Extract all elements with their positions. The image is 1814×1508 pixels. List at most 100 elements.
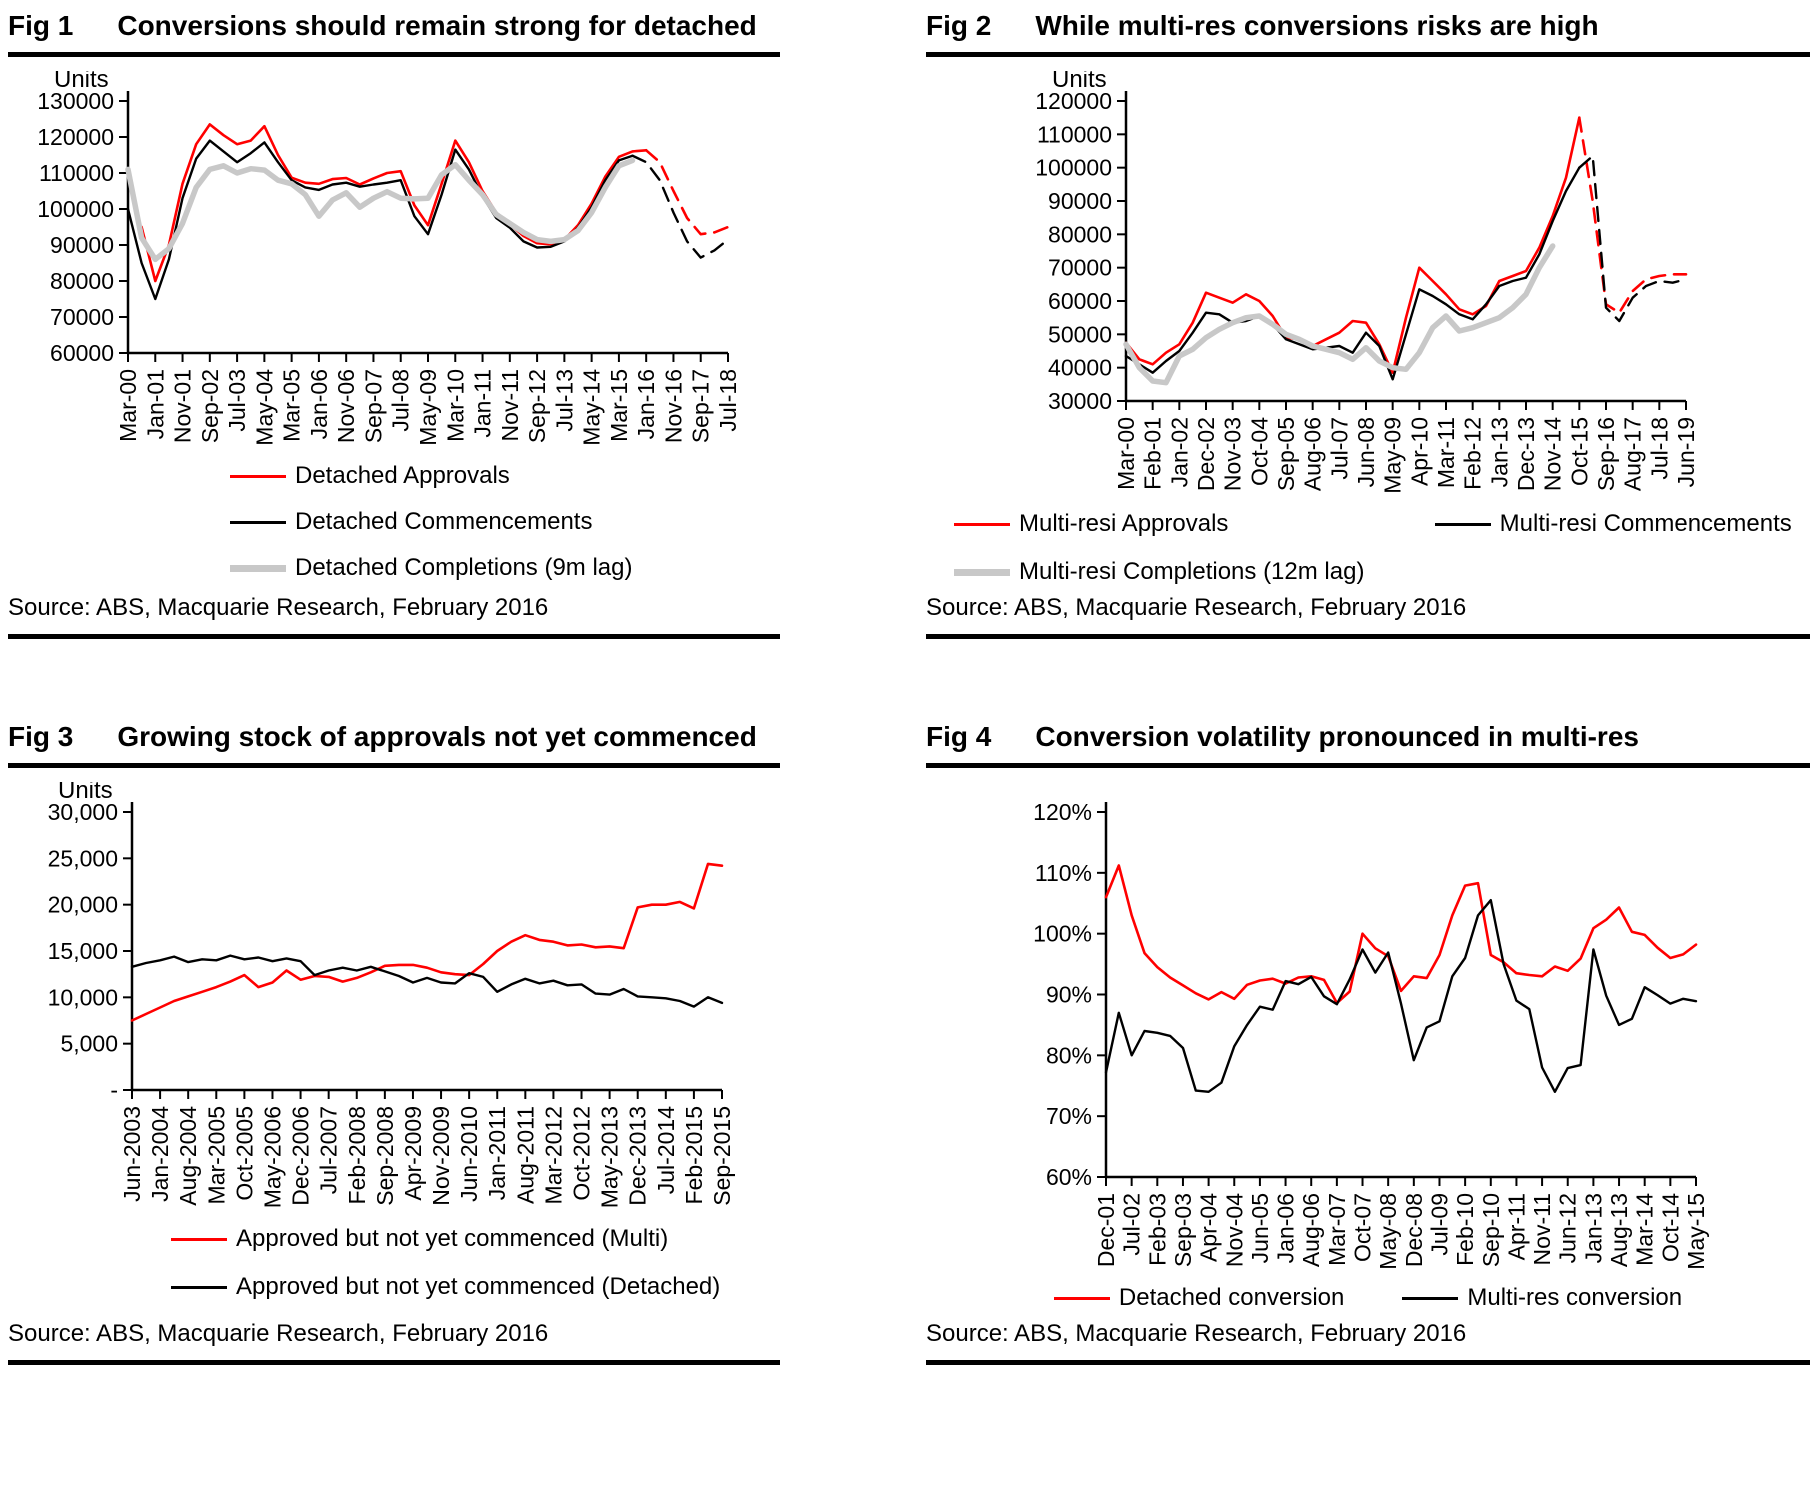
legend-line-sample <box>1402 1296 1459 1300</box>
series-Multi-resi Commencements <box>1124 166 1581 381</box>
x-tick-label: Mar-14 <box>1632 1193 1658 1266</box>
y-tick-label: 120000 <box>1035 88 1112 114</box>
x-tick-label: Nov-11 <box>497 369 523 441</box>
fig2-line-chart: Units 120000 110000 100000 90000 80000 70000 60… <box>926 66 1810 506</box>
legend-item: Multi-resi Commencements <box>1434 510 1810 538</box>
series-Detached Approvals-forecast <box>644 149 730 236</box>
x-tick-label: Aug-06 <box>1298 1193 1324 1267</box>
y-tick-label: 100000 <box>37 196 114 222</box>
x-tick-label: Jan-02 <box>1166 417 1192 487</box>
x-tick-label: Jan-16 <box>633 369 659 439</box>
fig3-title: Growing stock of approvals not yet comme… <box>117 721 757 752</box>
y-axis-title: Units <box>1052 71 1107 93</box>
y-axis-title: Units <box>58 782 113 804</box>
y-tick-label: 30000 <box>1048 388 1112 414</box>
x-tick-label: Mar-00 <box>115 369 141 442</box>
y-tick-label: 20,000 <box>48 892 118 918</box>
fig1-title: Conversions should remain strong for det… <box>117 10 757 41</box>
x-tick-label: Nov-03 <box>1220 417 1246 491</box>
legend-label: Approved but not yet commenced (Detached… <box>236 1273 721 1300</box>
x-tick-label: Feb-2008 <box>344 1106 370 1204</box>
legend-line-sample <box>171 1285 227 1289</box>
legend-item: Approved but not yet commenced (Multi) <box>171 1225 780 1253</box>
x-tick-label: Apr-2009 <box>400 1106 426 1201</box>
fig4-legend: Detached conversion Multi-res conversion <box>926 1284 1810 1312</box>
x-tick-label: Nov-16 <box>660 369 686 443</box>
fig1-title-row: Fig 1 Conversions should remain strong f… <box>8 6 780 57</box>
x-tick-label: May-09 <box>1380 417 1406 494</box>
x-tick-label: May-15 <box>1683 1193 1709 1270</box>
x-tick-label: Feb-12 <box>1460 417 1486 490</box>
x-tick-label: Apr-10 <box>1406 417 1432 486</box>
panel-fig3: Fig 3 Growing stock of approvals not yet… <box>8 717 780 1365</box>
y-tick-label: 30,000 <box>48 799 118 825</box>
x-tick-label: Nov-11 <box>1529 1193 1555 1265</box>
x-tick-label: Sep-10 <box>1478 1193 1504 1267</box>
y-tick-label: 50000 <box>1048 321 1112 347</box>
legend-item: Detached conversion <box>1053 1284 1344 1312</box>
legend-item: Multi-res conversion <box>1402 1284 1682 1312</box>
fig3-line-chart: Units 30,000 25,000 20,000 15,000 10,000 5,000… <box>8 777 780 1221</box>
x-tick-label: Oct-2005 <box>231 1106 257 1201</box>
y-tick-label: 80000 <box>1048 221 1112 247</box>
y-tick-label: 70000 <box>50 304 114 330</box>
legend-label: Detached Completions (9m lag) <box>295 554 633 581</box>
x-tick-label: Jan-11 <box>470 369 496 438</box>
fig4-source: Source: ABS, Macquarie Research, Februar… <box>926 1312 1810 1365</box>
x-tick-label: Dec-13 <box>1513 417 1539 491</box>
x-tick-label: Aug-13 <box>1606 1193 1632 1267</box>
fig4-number: Fig 4 <box>926 721 992 752</box>
y-tick-label: 120000 <box>37 124 114 150</box>
fig4-line-chart: 120% 110% 100% 90% 80% 70% 60% Dec-01 Jul-02 Feb-… <box>926 782 1810 1280</box>
y-axis-title: Units <box>54 71 109 93</box>
legend-label: Multi-resi Completions (12m lag) <box>1019 558 1365 585</box>
fig2-number: Fig 2 <box>926 10 992 41</box>
x-tick-label: Dec-01 <box>1093 1193 1119 1267</box>
y-tick-label: 70000 <box>1048 255 1112 281</box>
y-tick-label: 70% <box>1046 1103 1092 1129</box>
y-tick-label: 90000 <box>50 232 114 258</box>
fig1-legend: Detached Approvals Detached Commencements… <box>230 462 780 582</box>
x-tick-label: Nov-2009 <box>428 1106 454 1206</box>
x-tick-label: Jul-03 <box>224 369 250 432</box>
x-tick-label: Jun-12 <box>1555 1193 1581 1263</box>
legend-label: Detached Approvals <box>295 462 510 489</box>
x-tick-label: Sep-17 <box>688 369 714 443</box>
y-tick-label: 80000 <box>50 268 114 294</box>
x-tick-label: Oct-14 <box>1657 1193 1683 1262</box>
y-tick-label: 110% <box>1035 860 1092 886</box>
x-tick-label: Jun-2003 <box>119 1106 145 1202</box>
report-figures-grid: Fig 1 Conversions should remain strong f… <box>8 6 1814 1365</box>
x-tick-label: May-2006 <box>259 1106 285 1208</box>
fig3-source: Source: ABS, Macquarie Research, Februar… <box>8 1312 780 1365</box>
x-tick-label: Mar-00 <box>1113 417 1139 490</box>
legend-label: Multi-res conversion <box>1467 1284 1683 1311</box>
fig3-title-row: Fig 3 Growing stock of approvals not yet… <box>8 717 780 768</box>
y-tick-label: - <box>110 1077 118 1103</box>
legend-line-sample <box>171 1237 227 1241</box>
y-tick-label: 60000 <box>50 340 114 366</box>
y-tick-label: 90000 <box>1048 188 1112 214</box>
x-tick-label: May-08 <box>1375 1193 1401 1270</box>
series-Detached Commencements-forecast <box>631 154 730 259</box>
legend-label: Detached Commencements <box>295 508 593 535</box>
series-Multi-resi Commencements-forecast <box>1578 154 1688 323</box>
x-tick-label: Jun-08 <box>1353 417 1379 487</box>
y-tick-label: 80% <box>1046 1042 1092 1068</box>
legend-item: Detached Completions (9m lag) <box>230 554 780 582</box>
fig4-title: Conversion volatility pronounced in mult… <box>1035 721 1639 752</box>
x-tick-label: Sep-2008 <box>372 1106 398 1206</box>
y-tick-label: 5,000 <box>60 1031 118 1057</box>
x-tick-label: Sep-12 <box>524 369 550 443</box>
x-tick-label: Jul-2014 <box>653 1106 679 1194</box>
x-tick-label: Mar-07 <box>1324 1193 1350 1266</box>
y-tick-label: 90% <box>1046 982 1092 1008</box>
fig4-title-row: Fig 4 Conversion volatility pronounced i… <box>926 717 1810 768</box>
y-tick-label: 25,000 <box>48 845 118 871</box>
y-tick-label: 110000 <box>39 160 114 186</box>
y-tick-label: 40000 <box>1048 355 1112 381</box>
fig1-source: Source: ABS, Macquarie Research, Februar… <box>8 586 780 639</box>
legend-line-sample <box>1434 522 1491 526</box>
y-tick-label: 60% <box>1046 1164 1092 1190</box>
